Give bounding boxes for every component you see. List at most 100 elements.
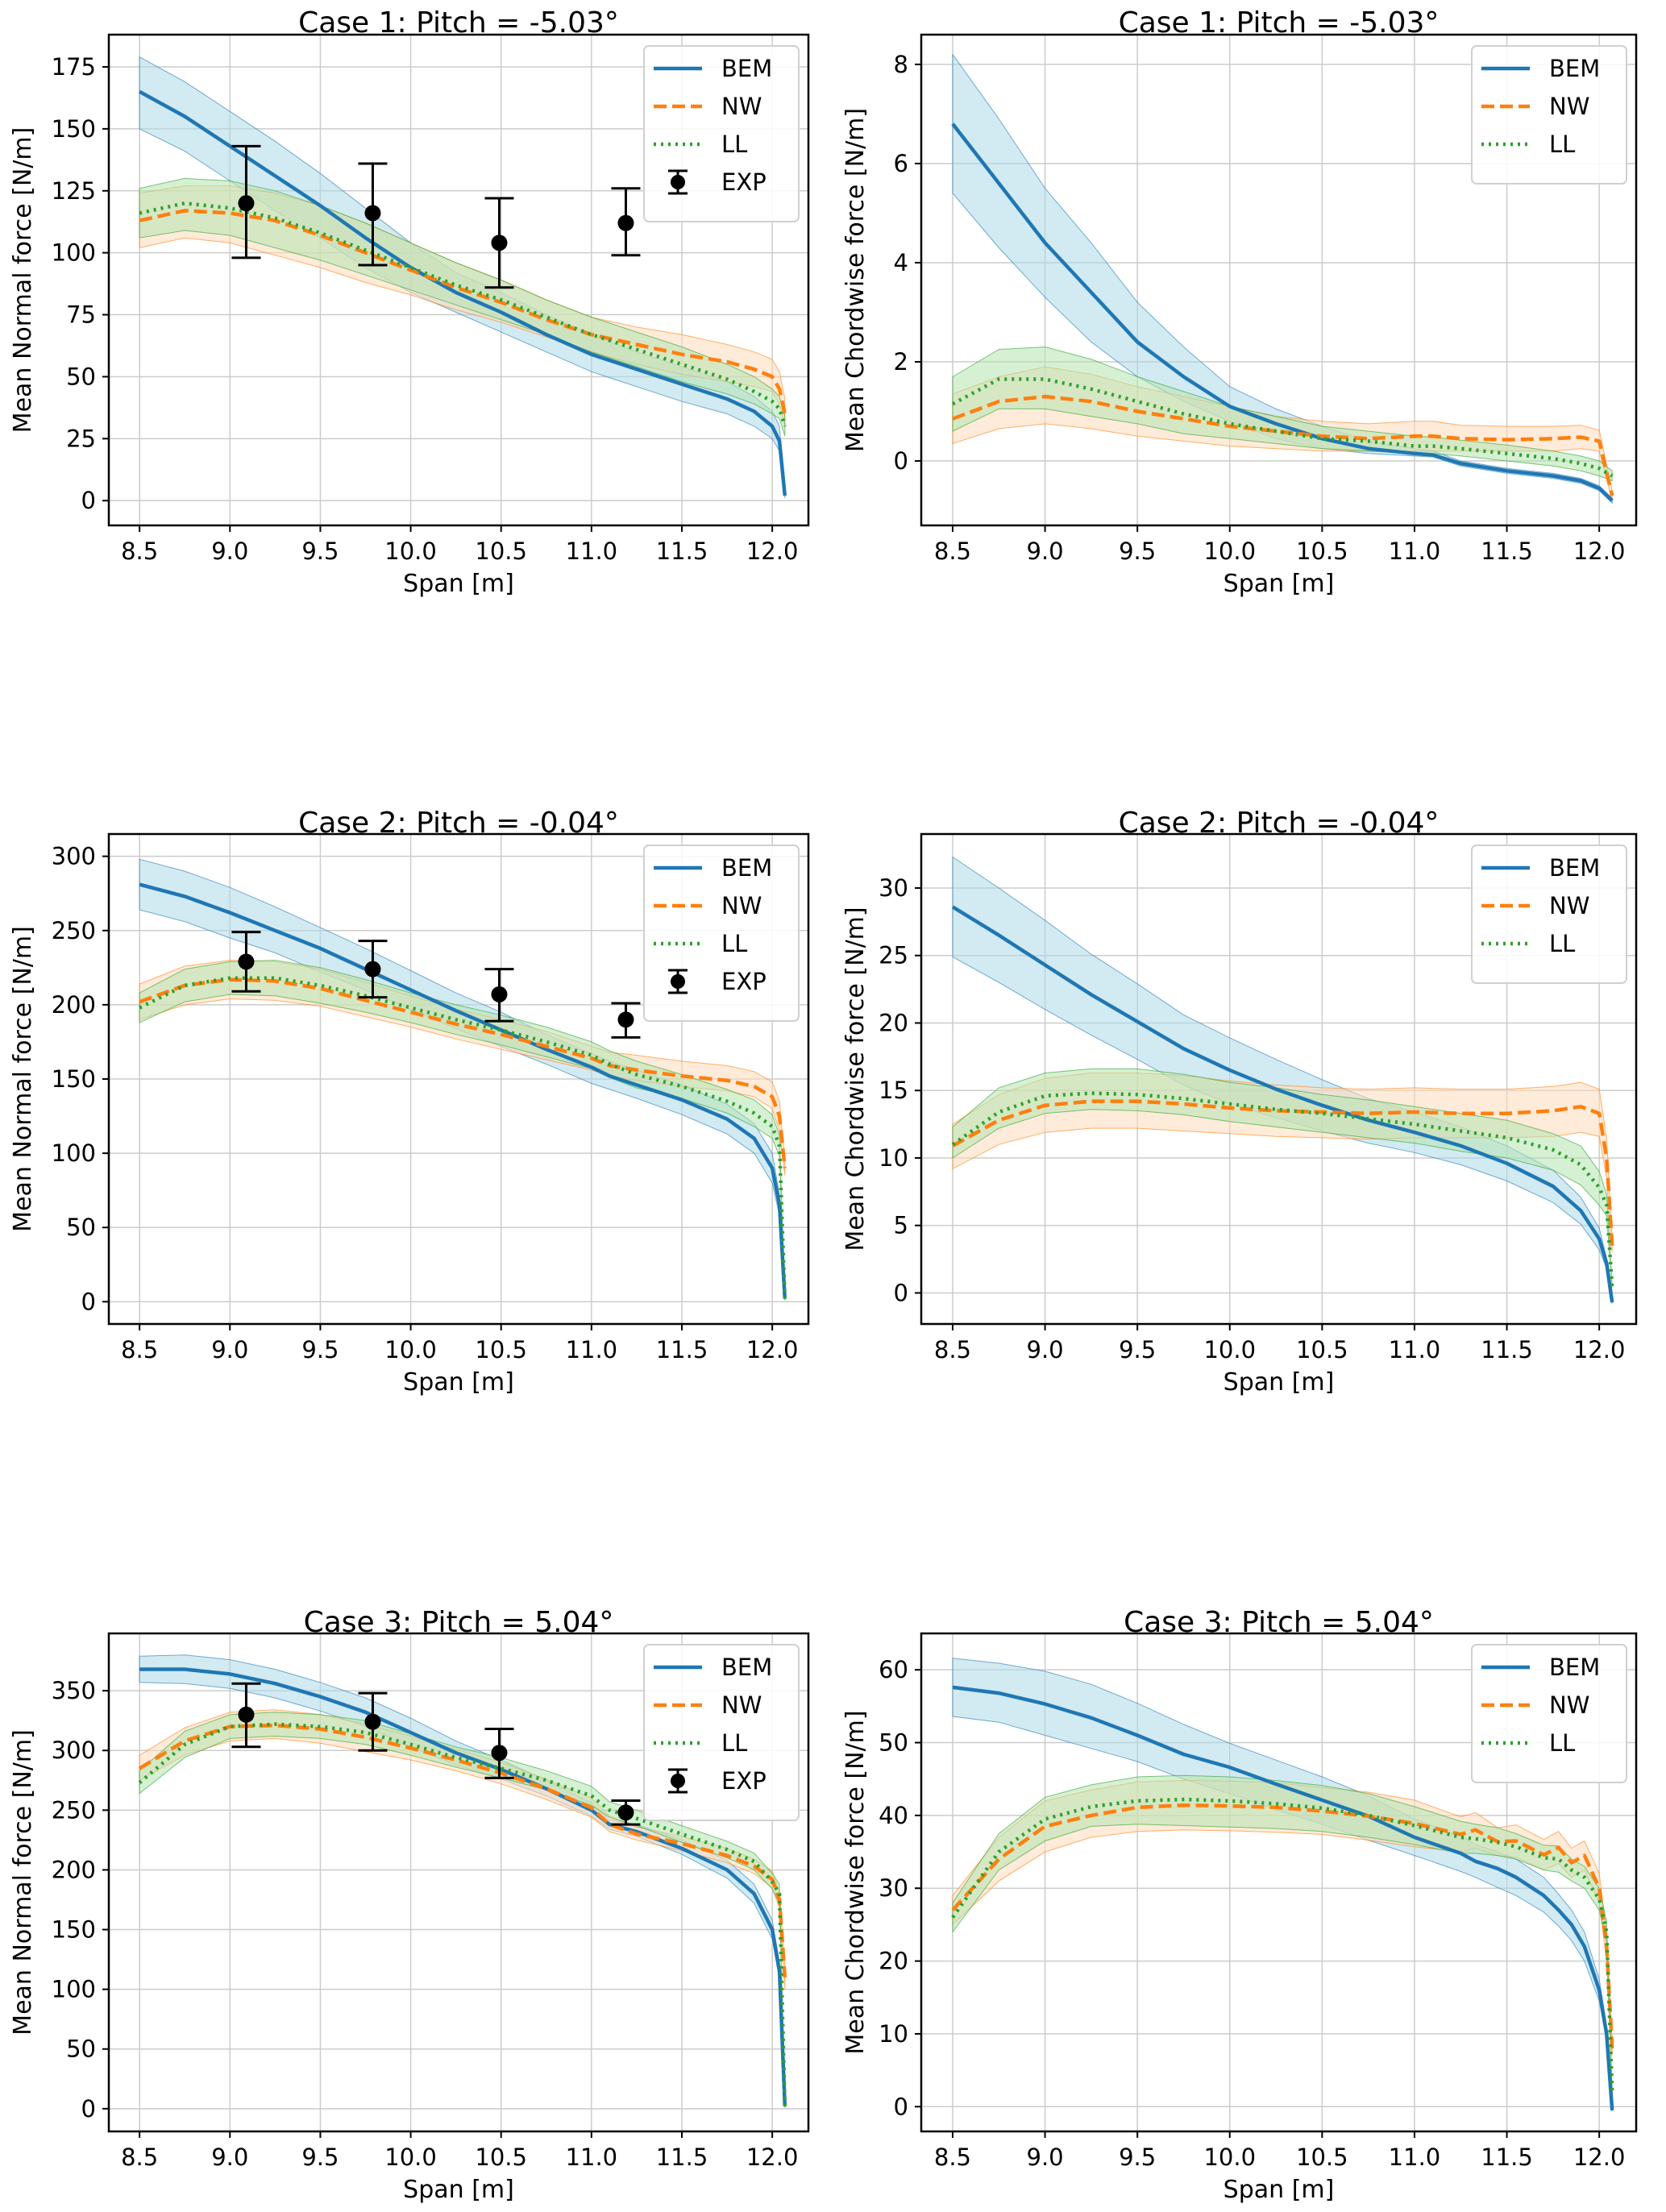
y-tick-label: 4 [894, 249, 908, 276]
y-tick-label: 0 [81, 487, 96, 514]
legend-item-nw: NW [654, 1691, 762, 1719]
x-tick-label: 11.0 [1389, 2144, 1441, 2171]
x-tick-label: 11.0 [566, 537, 618, 565]
series-line-bem [951, 122, 1614, 502]
x-axis-label: Span [m] [1224, 1368, 1335, 1397]
y-tick-label: 0 [894, 2093, 908, 2120]
legend: BEM NW LL EXP [643, 45, 800, 222]
plot-area [951, 1658, 1614, 2111]
x-tick-label: 11.5 [656, 2144, 708, 2171]
x-tick-label: 9.5 [1119, 1336, 1156, 1363]
y-tick-label: 75 [66, 301, 96, 329]
exp-marker [364, 961, 381, 977]
plot-area [951, 856, 1614, 1304]
legend: BEM NW LL [1471, 45, 1627, 185]
legend-label: LL [721, 1729, 747, 1757]
x-tick-label: 12.0 [1573, 537, 1626, 565]
x-tick-label: 10.5 [475, 2144, 527, 2171]
legend-item-ll: LL [1481, 131, 1575, 158]
x-tick-label: 11.0 [566, 1336, 618, 1363]
legend-item-exp: EXP [668, 168, 767, 196]
y-tick-label: 175 [52, 53, 96, 81]
y-tick-label: 8 [894, 51, 908, 78]
exp-point [611, 1799, 641, 1826]
x-tick-label: 8.5 [121, 2144, 158, 2171]
legend-item-nw: NW [654, 93, 762, 120]
axes-frame [107, 1632, 810, 2133]
legend-item-nw: NW [1481, 93, 1589, 120]
series-line-nw [951, 1803, 1614, 2049]
legend-marker-icon [671, 175, 685, 189]
exp-point [611, 1002, 641, 1039]
y-tick-label: 10 [879, 2020, 908, 2048]
exp-marker [364, 1713, 381, 1730]
legend-label: LL [721, 930, 747, 957]
legend: BEM NW LL EXP [643, 1644, 800, 1821]
y-axis-label: Mean Chordwise force [N/m] [841, 108, 870, 452]
x-tick-label: 10.5 [1296, 537, 1348, 565]
legend-item-bem: BEM [1481, 854, 1600, 882]
y-axis-label: Mean Chordwise force [N/m] [841, 1710, 870, 2054]
exp-marker [617, 1011, 634, 1028]
legend-label: NW [1549, 93, 1589, 120]
legend-label: EXP [721, 968, 767, 995]
exp-point [484, 968, 514, 1023]
x-tick-label: 9.5 [301, 1336, 339, 1363]
x-tick-label: 10.0 [384, 537, 437, 565]
panel-case3-chordwise: Case 3: Pitch = 5.04° 8.5 9.0 9.5 10.0 10.5 11… [833, 1600, 1665, 2212]
y-tick-label: 150 [52, 1916, 96, 1944]
legend-item-ll: LL [1481, 930, 1575, 957]
legend-label: BEM [1549, 55, 1600, 82]
legend-item-bem: BEM [654, 55, 772, 82]
y-tick-label: 30 [879, 1874, 908, 1902]
legend-item-ll: LL [1481, 1729, 1575, 1757]
y-axis-label: Mean Normal force [N/m] [9, 127, 37, 434]
y-tick-label: 5 [894, 1212, 908, 1239]
y-tick-label: 250 [52, 1796, 96, 1824]
y-tick-label: 200 [52, 991, 96, 1019]
legend-item-exp: EXP [668, 1767, 767, 1795]
legend-marker-icon [671, 1774, 685, 1788]
x-tick-label: 9.0 [211, 1336, 248, 1363]
y-tick-label: 50 [66, 363, 96, 390]
x-tick-label: 10.5 [1296, 2144, 1348, 2171]
series-line-nw [138, 1723, 787, 1978]
y-tick-label: 0 [894, 447, 908, 475]
x-tick-label: 10.0 [1203, 537, 1256, 565]
legend-label: LL [1549, 1729, 1575, 1757]
x-tick-label: 9.0 [1027, 537, 1064, 565]
exp-point [484, 197, 514, 289]
exp-marker [617, 1804, 634, 1821]
legend-item-ll: LL [654, 1729, 747, 1757]
y-tick-label: 25 [66, 425, 96, 452]
x-tick-label: 10.5 [475, 1336, 527, 1363]
chart-case1-normal-force: Case 1: Pitch = -5.03°8.5 9.0 9.5 10.0 10.5 1… [9, 6, 810, 598]
x-tick-label: 10.0 [384, 2144, 437, 2171]
y-tick-label: 150 [52, 115, 96, 143]
exp-marker [491, 986, 508, 1002]
legend-item-ll: LL [654, 131, 747, 158]
exp-point [358, 1691, 388, 1752]
y-tick-label: 100 [52, 1139, 96, 1167]
exp-point [231, 144, 261, 259]
exp-marker [238, 953, 255, 970]
legend-box [1471, 845, 1627, 984]
legend-label: EXP [721, 168, 767, 196]
x-tick-label: 11.5 [656, 1336, 708, 1363]
x-tick-label: 11.5 [1481, 2144, 1533, 2171]
x-axis-label: Span [m] [403, 2176, 514, 2204]
legend-box [1471, 1644, 1627, 1783]
legend: BEM NW LL [1471, 845, 1627, 984]
exp-point [231, 1682, 261, 1749]
axes-frame [107, 33, 810, 527]
legend-label: NW [721, 93, 762, 120]
x-tick-label: 12.0 [1573, 2144, 1626, 2171]
y-tick-label: 125 [52, 177, 96, 205]
x-tick-label: 11.0 [1389, 1336, 1441, 1363]
series-line-nw [139, 977, 787, 1168]
legend-item-nw: NW [1481, 892, 1589, 919]
y-tick-label: 50 [66, 1214, 96, 1241]
x-axis-label: Span [m] [1224, 570, 1335, 598]
exp-marker [238, 195, 255, 212]
series-line-nw [139, 209, 787, 415]
